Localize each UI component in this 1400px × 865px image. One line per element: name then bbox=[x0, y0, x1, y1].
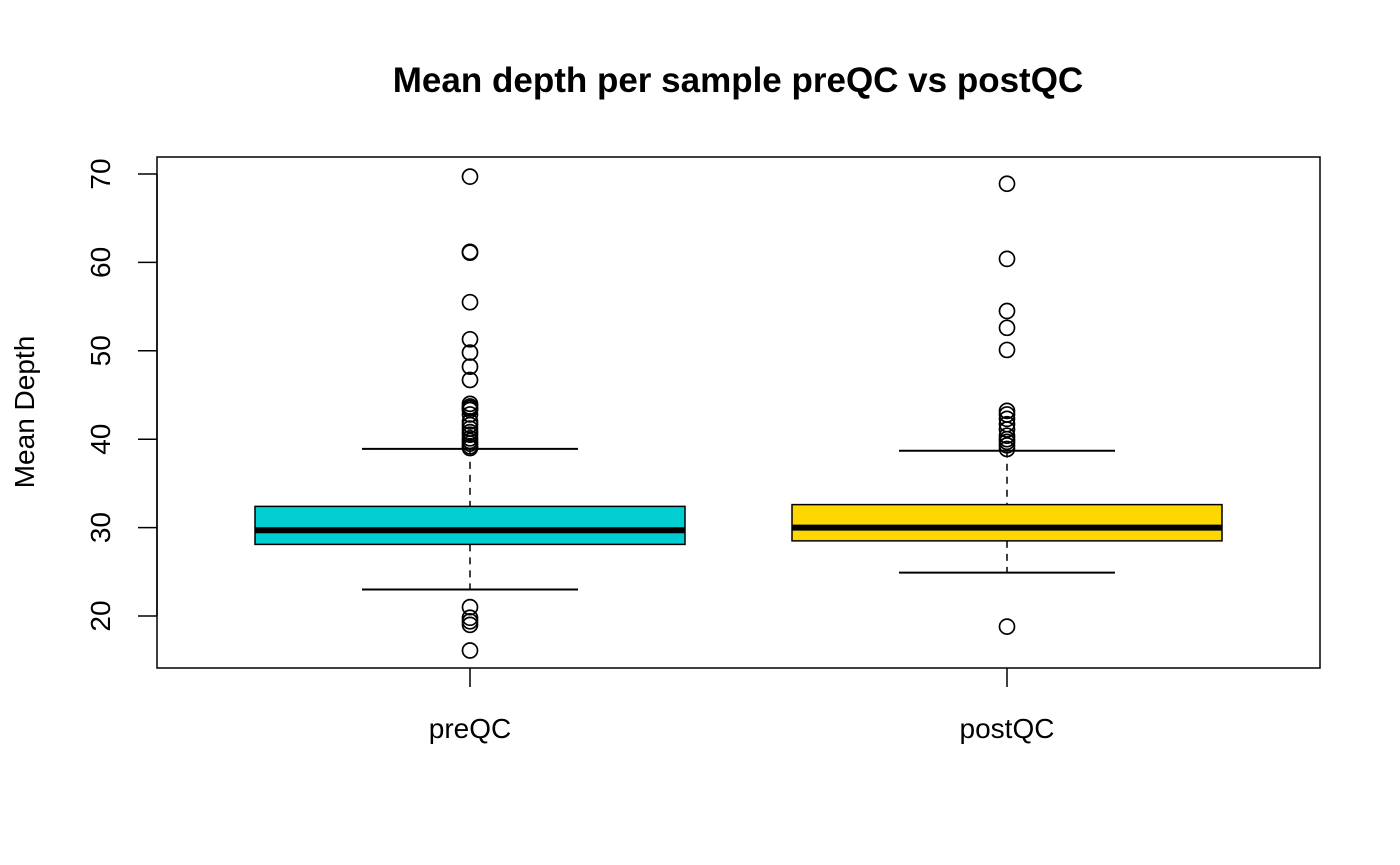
y-tick-label: 30 bbox=[85, 512, 116, 543]
iqr-box bbox=[791, 503, 1223, 542]
outlier-point bbox=[461, 406, 479, 423]
y-tick-label: 50 bbox=[85, 335, 116, 366]
box-group-postQC bbox=[791, 175, 1223, 635]
x-tick-label-postQC: postQC bbox=[960, 713, 1055, 744]
outlier-point bbox=[461, 439, 479, 457]
boxes-layer bbox=[254, 168, 1223, 659]
outlier-point bbox=[998, 302, 1016, 320]
iqr-box bbox=[254, 505, 686, 546]
outlier-point bbox=[998, 175, 1016, 193]
chart-title: Mean depth per sample preQC vs postQC bbox=[393, 61, 1083, 100]
y-axis-label: Mean Depth bbox=[9, 336, 40, 489]
outlier-point bbox=[998, 341, 1016, 359]
x-axis: preQC postQC bbox=[429, 668, 1055, 744]
outlier-point bbox=[998, 410, 1016, 428]
outlier-point bbox=[998, 421, 1016, 438]
y-axis: 20 30 40 50 60 70 bbox=[85, 158, 158, 632]
outlier-point bbox=[461, 612, 479, 630]
outlier-point bbox=[998, 250, 1016, 268]
y-tick-label: 60 bbox=[85, 247, 116, 278]
y-tick-label: 70 bbox=[85, 158, 116, 189]
outlier-point bbox=[461, 330, 479, 348]
outlier-point bbox=[998, 440, 1016, 458]
y-tick-label: 20 bbox=[85, 600, 116, 631]
outlier-point bbox=[461, 616, 479, 634]
outlier-point bbox=[461, 371, 479, 389]
outlier-point bbox=[998, 618, 1016, 635]
plot-frame bbox=[156, 156, 1321, 669]
outlier-point bbox=[461, 168, 479, 186]
outlier-point bbox=[461, 358, 479, 376]
outlier-point bbox=[998, 319, 1016, 337]
outlier-point bbox=[461, 598, 479, 616]
box-group-preQC bbox=[254, 168, 686, 659]
x-tick-label-preQC: preQC bbox=[429, 713, 511, 744]
outlier-point bbox=[461, 642, 479, 659]
outlier-point bbox=[461, 344, 479, 361]
outlier-point bbox=[461, 293, 479, 311]
outlier-point bbox=[461, 244, 479, 262]
y-tick-label: 40 bbox=[85, 424, 116, 455]
